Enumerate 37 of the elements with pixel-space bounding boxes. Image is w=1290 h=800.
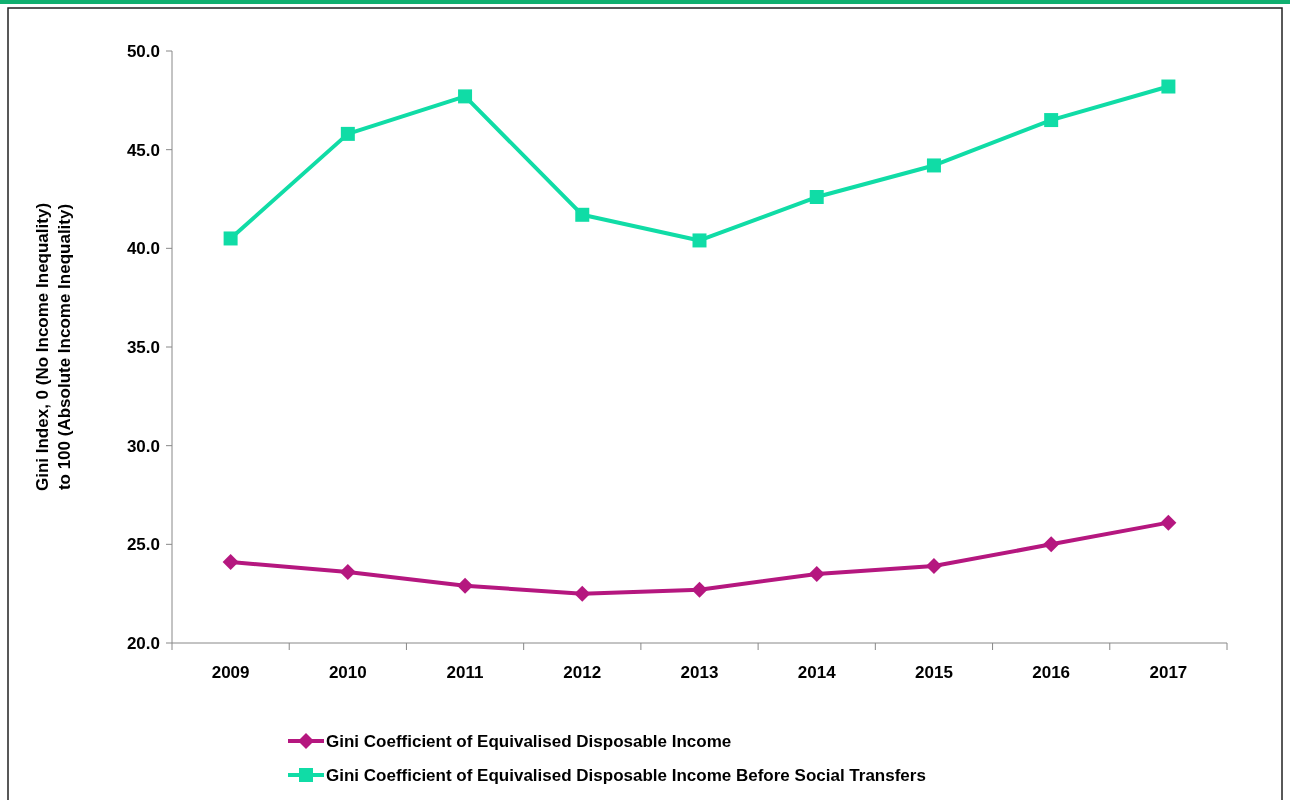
point bbox=[1161, 79, 1176, 94]
point bbox=[925, 558, 942, 575]
point bbox=[808, 565, 825, 582]
x-tick-label: 2014 bbox=[797, 663, 837, 682]
legend-label: Gini Coefficient of Equivalised Disposable Income Before Social Transfers bbox=[326, 765, 926, 785]
point bbox=[809, 190, 824, 205]
point bbox=[692, 233, 707, 248]
point bbox=[340, 126, 355, 141]
y-tick-label: 20.0 bbox=[126, 633, 160, 653]
y-tick-label: 25.0 bbox=[126, 535, 160, 555]
point bbox=[575, 207, 590, 222]
x-tick-label: 2011 bbox=[446, 663, 484, 682]
point bbox=[1043, 536, 1060, 553]
y-tick-label: 35.0 bbox=[126, 337, 160, 357]
y-tick-label: 50.0 bbox=[126, 41, 160, 61]
x-tick-label: 2012 bbox=[563, 663, 602, 682]
y-axis-title: Gini Index, 0 (No Income Inequality) to 100 (Absolute Income Inequality) bbox=[33, 202, 74, 492]
point bbox=[339, 563, 356, 580]
point bbox=[1044, 113, 1059, 128]
x-tick-label: 2010 bbox=[328, 663, 367, 682]
point bbox=[1160, 514, 1177, 531]
x-tick-label: 2013 bbox=[680, 663, 719, 682]
y-tick-label: 30.0 bbox=[126, 436, 160, 456]
point bbox=[222, 554, 239, 571]
x-tick-label: 2015 bbox=[915, 663, 953, 682]
point bbox=[223, 231, 238, 246]
x-tick-label: 2009 bbox=[211, 663, 250, 682]
y-tick-label: 45.0 bbox=[126, 140, 160, 160]
point bbox=[926, 158, 941, 173]
legend-label: Gini Coefficient of Equivalised Disposable Income bbox=[326, 731, 732, 751]
y-tick-label: 40.0 bbox=[126, 239, 160, 259]
x-tick-label: 2017 bbox=[1149, 663, 1188, 682]
point bbox=[458, 89, 473, 104]
point bbox=[574, 585, 591, 602]
point bbox=[691, 581, 708, 598]
x-tick-label: 2016 bbox=[1032, 663, 1071, 682]
point bbox=[457, 577, 474, 594]
